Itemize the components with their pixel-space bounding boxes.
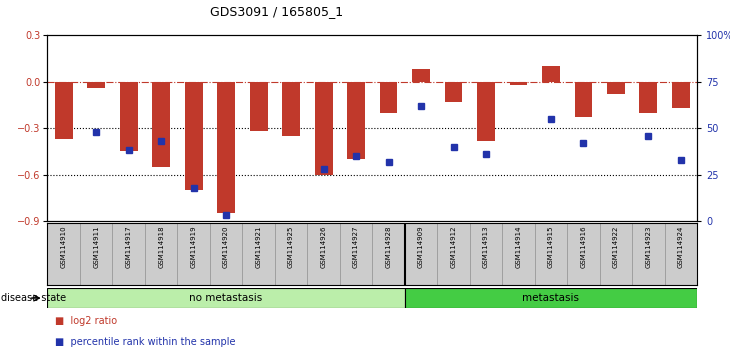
Text: GSM114928: GSM114928 <box>385 226 391 268</box>
Text: GSM114921: GSM114921 <box>255 226 261 268</box>
Text: GSM114919: GSM114919 <box>191 226 196 268</box>
Bar <box>185 82 202 190</box>
Text: GSM114918: GSM114918 <box>158 226 164 268</box>
Text: GDS3091 / 165805_1: GDS3091 / 165805_1 <box>210 5 343 18</box>
Bar <box>380 82 397 113</box>
Text: GSM114920: GSM114920 <box>223 226 229 268</box>
Bar <box>88 82 105 88</box>
Text: GSM114914: GSM114914 <box>515 226 521 268</box>
Text: GSM114923: GSM114923 <box>645 226 651 268</box>
Bar <box>55 82 72 139</box>
Text: GSM114922: GSM114922 <box>613 226 619 268</box>
Bar <box>153 82 170 167</box>
Bar <box>607 82 625 94</box>
Text: GSM114926: GSM114926 <box>320 226 326 268</box>
Bar <box>412 69 430 82</box>
Text: GSM114909: GSM114909 <box>418 226 424 268</box>
Bar <box>445 82 462 102</box>
Bar <box>477 82 495 141</box>
Text: GSM114913: GSM114913 <box>483 226 489 268</box>
Bar <box>47 288 405 308</box>
Text: GSM114924: GSM114924 <box>678 226 684 268</box>
Text: ■  percentile rank within the sample: ■ percentile rank within the sample <box>55 337 235 347</box>
Bar <box>347 82 365 159</box>
Bar <box>575 82 592 117</box>
Text: GSM114910: GSM114910 <box>61 226 66 268</box>
Bar <box>510 82 527 85</box>
Bar <box>405 288 697 308</box>
Text: GSM114915: GSM114915 <box>548 226 554 268</box>
Text: GSM114911: GSM114911 <box>93 226 99 268</box>
Bar <box>250 82 267 131</box>
Bar <box>120 82 137 152</box>
Text: GSM114927: GSM114927 <box>353 226 359 268</box>
Text: metastasis: metastasis <box>523 293 580 303</box>
Bar <box>672 82 690 108</box>
Text: GSM114917: GSM114917 <box>126 226 131 268</box>
Text: GSM114912: GSM114912 <box>450 226 456 268</box>
Text: GSM114925: GSM114925 <box>288 226 294 268</box>
Text: no metastasis: no metastasis <box>190 293 263 303</box>
Bar <box>315 82 332 175</box>
Text: ■  log2 ratio: ■ log2 ratio <box>55 316 117 326</box>
Bar <box>218 82 235 213</box>
Text: GSM114916: GSM114916 <box>580 226 586 268</box>
Text: disease state: disease state <box>1 293 66 303</box>
Bar <box>283 82 300 136</box>
Bar <box>542 66 560 82</box>
Bar <box>639 82 657 113</box>
